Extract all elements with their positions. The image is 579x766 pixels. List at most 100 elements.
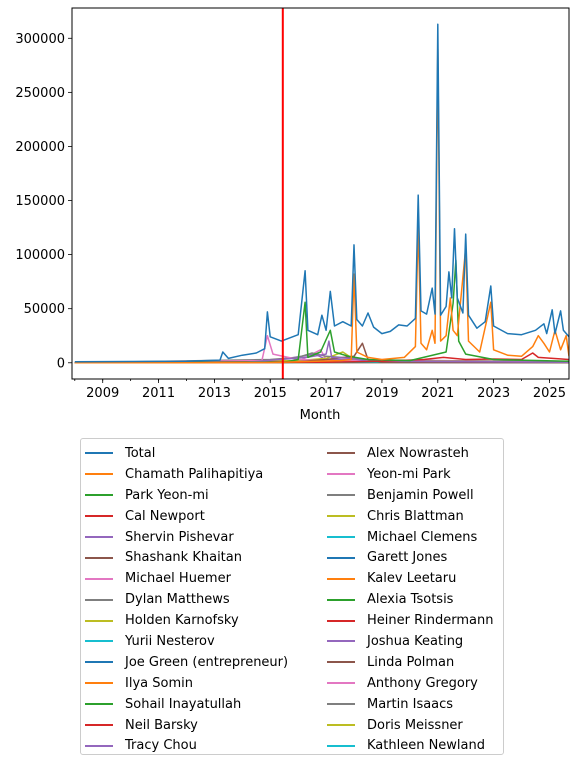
series-line — [74, 23, 569, 363]
y-tick-label: 300000 — [15, 32, 65, 47]
legend-item: Alex Nowrasteh — [327, 443, 493, 464]
legend-label: Dylan Matthews — [125, 592, 230, 608]
legend-column-left: Total Chamath Palihapitiya Park Yeon-mi Cal… — [85, 443, 288, 756]
legend-label: Yurii Nesterov — [125, 633, 215, 649]
x-tick-label: 2019 — [365, 386, 398, 401]
legend-swatch — [327, 682, 355, 685]
legend-item: Chamath Palihapitiya — [85, 464, 288, 485]
legend-label: Shashank Khaitan — [125, 550, 242, 566]
legend-label: Kalev Leetaru — [367, 571, 457, 587]
y-tick-label: 200000 — [15, 140, 65, 155]
x-tick-label: 2017 — [310, 386, 343, 401]
y-tick-label: 100000 — [15, 248, 65, 263]
legend-item: Kathleen Newland — [327, 735, 493, 756]
legend-swatch — [327, 494, 355, 497]
line-chart: 2009 2011 2013 2015 2017 2019 2021 2023 2025 0 500… — [15, 7, 570, 423]
legend-item: Heiner Rindermann — [327, 610, 493, 631]
legend-swatch — [327, 598, 355, 601]
legend-swatch — [327, 640, 355, 643]
legend-item: Michael Clemens — [327, 527, 493, 548]
legend-swatch — [85, 536, 113, 538]
legend-label: Michael Clemens — [367, 529, 478, 545]
legend-label: Joe Green (entrepreneur) — [125, 654, 289, 670]
legend-label: Yeon-mi Park — [367, 466, 451, 482]
legend-swatch — [85, 682, 113, 685]
legend-label: Tracy Chou — [125, 738, 197, 754]
legend-item: Yeon-mi Park — [327, 464, 493, 485]
legend-label: Linda Polman — [367, 654, 455, 670]
legend-label: Total — [125, 445, 156, 461]
y-tick-label: 250000 — [15, 86, 65, 101]
legend-label: Martin Isaacs — [367, 696, 454, 712]
legend-item: Chris Blattman — [327, 506, 493, 527]
legend-swatch — [327, 661, 355, 664]
legend-item: Shashank Khaitan — [85, 547, 288, 568]
legend-swatch — [85, 619, 113, 622]
x-tick-label: 2011 — [142, 386, 175, 401]
legend-label: Michael Huemer — [125, 571, 231, 587]
legend-swatch — [85, 724, 113, 727]
legend-label: Alex Nowrasteh — [367, 445, 469, 461]
legend-label: Holden Karnofsky — [125, 613, 239, 629]
x-axis-label: Month — [300, 408, 341, 423]
legend: Total Chamath Palihapitiya Park Yeon-mi Cal… — [80, 438, 504, 755]
legend-swatch — [85, 703, 113, 706]
legend-swatch — [85, 661, 113, 664]
legend-item: Shervin Pishevar — [85, 527, 288, 548]
legend-swatch — [327, 515, 355, 518]
legend-label: Garett Jones — [367, 550, 448, 566]
legend-item: Linda Polman — [327, 652, 493, 673]
legend-label: Park Yeon-mi — [125, 487, 209, 503]
legend-swatch — [85, 744, 113, 747]
legend-swatch — [85, 494, 113, 497]
legend-item: Tracy Chou — [85, 735, 288, 756]
legend-item: Doris Meissner — [327, 715, 493, 736]
legend-swatch — [85, 515, 113, 518]
legend-swatch — [327, 577, 355, 580]
legend-label: Benjamin Powell — [367, 487, 474, 503]
legend-swatch — [327, 536, 355, 538]
legend-label: Alexia Tsotsis — [367, 592, 454, 608]
legend-item: Joshua Keating — [327, 631, 493, 652]
legend-item: Michael Huemer — [85, 568, 288, 589]
legend-item: Holden Karnofsky — [85, 610, 288, 631]
legend-column-right: Alex Nowrasteh Yeon-mi Park Benjamin Powel… — [327, 443, 493, 756]
legend-swatch — [327, 473, 355, 476]
legend-item: Garett Jones — [327, 547, 493, 568]
x-tick-label: 2023 — [477, 386, 510, 401]
legend-swatch — [327, 619, 355, 622]
legend-swatch — [85, 640, 113, 643]
y-tick-label: 150000 — [15, 194, 65, 209]
legend-swatch — [327, 556, 355, 559]
legend-item: Sohail Inayatullah — [85, 694, 288, 715]
legend-item: Ilya Somin — [85, 673, 288, 694]
legend-swatch — [85, 473, 113, 476]
legend-label: Anthony Gregory — [367, 675, 478, 691]
legend-item: Cal Newport — [85, 506, 288, 527]
series-line — [74, 340, 569, 364]
legend-swatch — [327, 703, 355, 706]
legend-item: Anthony Gregory — [327, 673, 493, 694]
x-tick-label: 2025 — [533, 386, 566, 401]
legend-swatch — [85, 452, 113, 455]
legend-item: Park Yeon-mi — [85, 485, 288, 506]
x-tick-label: 2015 — [254, 386, 287, 401]
legend-swatch — [85, 598, 113, 601]
legend-label: Ilya Somin — [125, 675, 193, 691]
legend-label: Shervin Pishevar — [125, 529, 234, 545]
legend-item: Dylan Matthews — [85, 589, 288, 610]
x-tick-label: 2021 — [421, 386, 454, 401]
legend-label: Chris Blattman — [367, 508, 464, 524]
legend-swatch — [85, 577, 113, 580]
legend-swatch — [327, 724, 355, 727]
legend-label: Cal Newport — [125, 508, 205, 524]
legend-item: Benjamin Powell — [327, 485, 493, 506]
legend-label: Chamath Palihapitiya — [125, 466, 264, 482]
legend-label: Doris Meissner — [367, 717, 463, 733]
legend-item: Alexia Tsotsis — [327, 589, 493, 610]
legend-swatch — [327, 452, 355, 455]
legend-label: Joshua Keating — [367, 633, 464, 649]
series-line — [74, 48, 569, 364]
y-tick-label: 0 — [57, 356, 65, 371]
legend-swatch — [85, 556, 113, 559]
